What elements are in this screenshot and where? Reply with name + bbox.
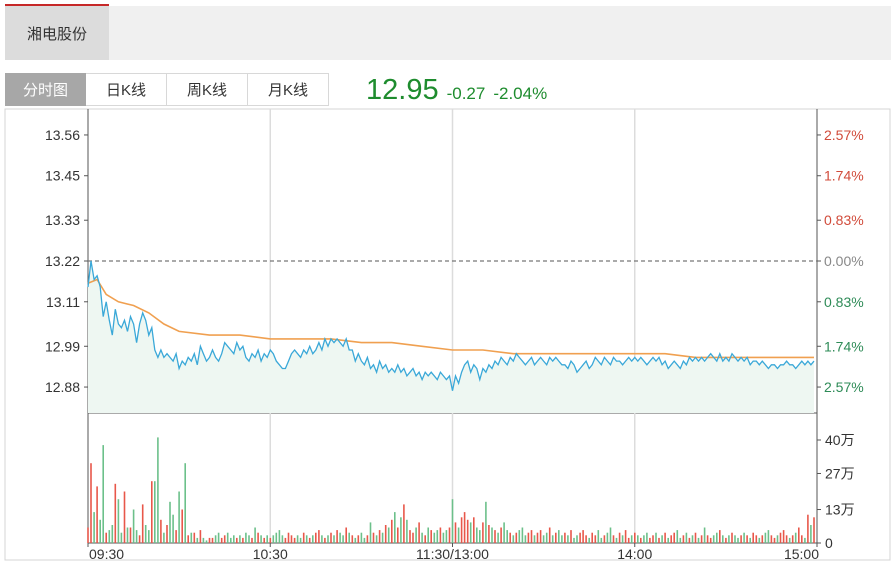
axis-labels: 13.56 2.57% 13.45 1.74% 13.33 0.83% 13.22 0.00%… (45, 127, 864, 562)
tab-weekly-k[interactable]: 周K线 (167, 73, 248, 106)
volume-tick-label: 13万 (825, 502, 855, 518)
average-price-line (87, 278, 814, 359)
chart-grid (269, 109, 636, 543)
price-tick-label: 12.88 (45, 379, 80, 395)
pct-tick-label: 0.83% (824, 294, 864, 310)
time-tick-label: 10:30 (253, 546, 288, 562)
tab-monthly-k[interactable]: 月K线 (248, 73, 329, 106)
price-area (88, 261, 814, 413)
stock-name-tab[interactable]: 湘电股份 (5, 4, 109, 60)
quote: 12.95 -0.27 -2.04% (366, 74, 547, 108)
chart-lines-layer (87, 260, 817, 391)
time-tick-label: 15:00 (784, 546, 819, 562)
volume-tick-label: 40万 (825, 432, 855, 448)
price-change: -0.27 (446, 84, 486, 103)
price-tick-label: 13.11 (46, 294, 80, 310)
time-tick-label: 09:30 (89, 546, 124, 562)
chart-tabs: 分时图 日K线 周K线 月K线 (5, 73, 329, 106)
time-tick-label: 14:00 (617, 546, 652, 562)
price-tick-label: 13.56 (45, 127, 80, 143)
pct-tick-label: 1.74% (824, 168, 864, 184)
pct-tick-label: 0.83% (824, 212, 864, 228)
volume-tick-label: 0 (825, 535, 833, 551)
pct-tick-label: 2.57% (824, 379, 864, 395)
tab-daily-k[interactable]: 日K线 (86, 73, 167, 106)
price-tick-label: 13.45 (45, 168, 80, 184)
price-tick-label: 13.33 (45, 212, 80, 228)
stock-name: 湘电股份 (26, 25, 87, 43)
header-bar (5, 6, 891, 60)
price-area-layer (88, 261, 814, 413)
volume-bars (87, 437, 815, 543)
pct-tick-label: 0.00% (824, 253, 864, 269)
tab-intraday[interactable]: 分时图 (5, 73, 86, 106)
pct-tick-label: 2.57% (824, 127, 864, 143)
price-change-percent: -2.04% (493, 84, 548, 103)
pct-tick-label: 1.74% (824, 338, 864, 354)
price-tick-label: 13.22 (45, 253, 80, 269)
current-price: 12.95 (366, 74, 439, 106)
time-tick-label: 11:30/13:00 (416, 546, 489, 562)
volume-tick-label: 27万 (825, 465, 855, 481)
price-line (87, 260, 815, 391)
price-tick-label: 12.99 (45, 338, 80, 354)
